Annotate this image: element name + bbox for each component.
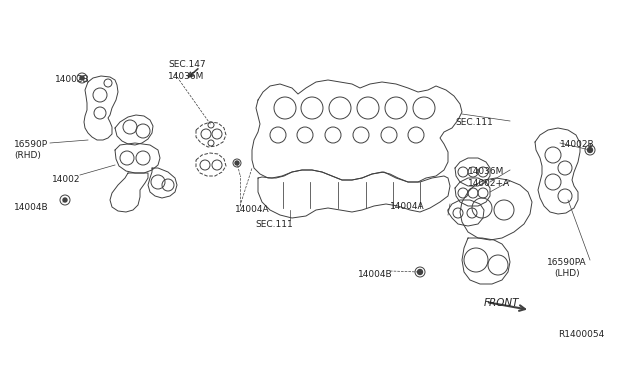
Circle shape — [80, 76, 84, 80]
Circle shape — [588, 148, 593, 153]
Text: FRONT: FRONT — [484, 298, 520, 308]
Circle shape — [235, 161, 239, 165]
Text: 14036M: 14036M — [468, 167, 504, 176]
Text: 14002B: 14002B — [560, 140, 595, 149]
Text: 14002: 14002 — [52, 175, 81, 184]
Text: 16590PA: 16590PA — [547, 258, 587, 267]
Text: 16590P: 16590P — [14, 140, 48, 149]
Text: 14002B: 14002B — [55, 75, 90, 84]
Text: 14036M: 14036M — [168, 72, 204, 81]
Text: SEC.147: SEC.147 — [168, 60, 205, 69]
Text: 14004B: 14004B — [358, 270, 392, 279]
Text: SEC.111: SEC.111 — [255, 220, 292, 229]
Text: 14004A: 14004A — [390, 202, 424, 211]
Text: (RHD): (RHD) — [14, 151, 41, 160]
Text: 14004A: 14004A — [235, 205, 269, 214]
Circle shape — [417, 269, 422, 275]
Text: 14004B: 14004B — [14, 203, 49, 212]
Circle shape — [63, 198, 67, 202]
Text: 14002+A: 14002+A — [468, 179, 510, 188]
Text: (LHD): (LHD) — [554, 269, 580, 278]
Text: R1400054: R1400054 — [558, 330, 604, 339]
Text: SEC.111: SEC.111 — [455, 118, 493, 127]
